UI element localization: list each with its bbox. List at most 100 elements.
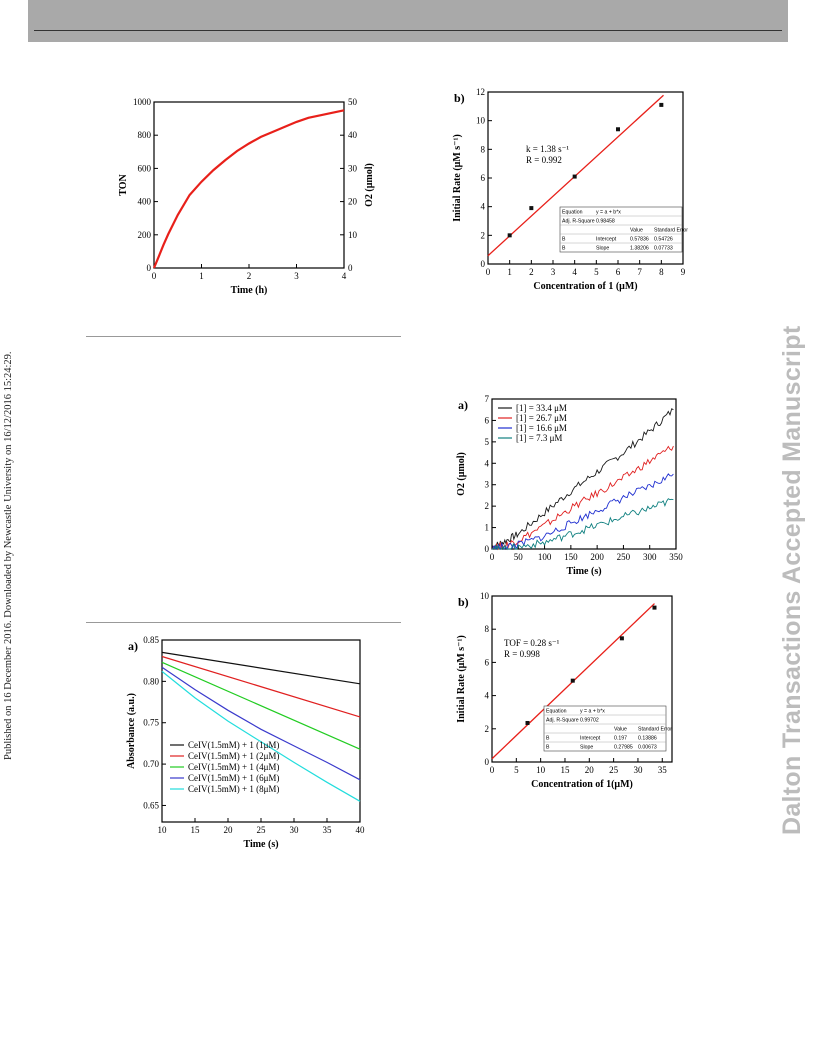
rate2-data-point (619, 636, 624, 641)
o2-legend-label: [1] = 33.4 μM (516, 403, 567, 413)
rate1-fit-table-cell: 0.57836 (630, 236, 649, 242)
ton-ylabel: TON (118, 173, 129, 195)
o2-plot-area: 0 50 100 150 200 250 300 350 0 1 2 3 4 5 6 7 Time (s) O2 … (456, 394, 683, 577)
divider-left-1 (86, 336, 401, 337)
o2-ytick-label: 7 (485, 394, 490, 404)
rate1-fit-table-cell: Value (630, 227, 643, 233)
watermark-text: Dalton Transactions Accepted Manuscript (778, 325, 806, 836)
rate1-panel-label: b) (454, 91, 465, 105)
ton-ytick-label: 800 (138, 130, 152, 140)
rate1-fit-table-cell: Adj. R-Square (562, 218, 595, 224)
o2-xtick-label: 350 (669, 552, 683, 562)
abs-legend-label: CeIV(1.5mM) + 1 (2μM) (188, 751, 279, 761)
rate1-fit-table-cell: 0.98458 (596, 218, 615, 224)
rate2-xtick-label: 30 (633, 765, 643, 775)
rate1-xtick-label: 9 (681, 267, 686, 277)
abs-xtick-label: 20 (224, 825, 234, 835)
abs-xlabel: Time (s) (243, 839, 278, 850)
ton-ytick-label: 1000 (133, 97, 152, 107)
rate2-xtick-label: 0 (490, 765, 495, 775)
o2-ytick-label: 2 (485, 501, 490, 511)
abs-legend-label: CeIV(1.5mM) + 1 (4μM) (188, 762, 279, 772)
o2-ytick-label: 1 (485, 523, 490, 533)
divider-left-2 (86, 622, 401, 623)
abs-ytick-label: 0.75 (143, 718, 159, 728)
abs-series-line (161, 670, 361, 802)
rate1-xtick-label: 6 (616, 267, 621, 277)
ton-plot-frame (153, 101, 345, 269)
rate1-xtick-label: 7 (637, 267, 642, 277)
rate2-ytick-label: 4 (485, 691, 490, 701)
rate2-data-point (570, 678, 575, 683)
rate1-ylabel: Initial Rate (μM s⁻¹) (452, 134, 463, 222)
rate2-ytick-label: 6 (485, 657, 490, 667)
header-rule (34, 30, 782, 31)
abs-ytick-label: 0.85 (143, 635, 159, 645)
rate2-plot-area: 0 5 10 15 20 25 30 35 0 2 4 6 8 10 Concentration of 1(… (456, 591, 673, 790)
abs-ytick-label: 0.65 (143, 800, 159, 810)
ton-y2tick-label: 30 (348, 163, 358, 173)
rate2-fit-table-cell: Intercept (580, 735, 601, 741)
rate2-data-point (652, 605, 657, 610)
o2-ytick-label: 0 (485, 544, 490, 554)
abs-ylabel: Absorbance (a.u.) (126, 693, 137, 769)
rate1-fit-table-cell: Intercept (596, 236, 617, 242)
rate2-data-point (525, 720, 530, 725)
abs-series-line (161, 661, 361, 750)
abs-legend-label: CeIV(1.5mM) + 1 (8μM) (188, 784, 279, 794)
abs-series-line (161, 651, 361, 685)
rate2-ytick-label: 10 (480, 591, 490, 601)
abs-legend-label: CeIV(1.5mM) + 1 (6μM) (188, 773, 279, 783)
abs-series-line (161, 666, 361, 781)
rate1-data-point (659, 102, 664, 107)
o2-xtick-label: 250 (617, 552, 631, 562)
rate1-fit-table-cell: 0.07733 (654, 245, 673, 251)
abs-xtick-label: 40 (356, 825, 366, 835)
ton-y2tick-label: 20 (348, 197, 358, 207)
o2-xtick-label: 300 (643, 552, 657, 562)
rate2-xtick-label: 25 (609, 765, 619, 775)
rate1-fit-table-cell: Slope (596, 245, 609, 251)
rate2-fit-table-cell: Standard Error (638, 726, 672, 732)
o2-series-line (491, 408, 674, 551)
ton-ytick-label: 400 (138, 197, 152, 207)
rate1-fit-table-cell: 0.54726 (654, 236, 673, 242)
ton-xtick-label: 0 (152, 271, 157, 281)
rate1-annotation-k: k = 1.38 s⁻¹ (526, 144, 569, 154)
ton-xtick-label: 2 (247, 271, 252, 281)
ton-y2tick-label: 0 (348, 263, 353, 273)
abs-xtick-label: 25 (257, 825, 267, 835)
rate1-ytick-label: 10 (476, 116, 486, 126)
abs-plot-area: 10 15 20 25 30 35 40 0.65 0.70 0.75 0.80 0.85 Time (… (126, 635, 365, 850)
ton-xtick-label: 1 (199, 271, 204, 281)
rate1-fit-table-cell: y = a + b*x (596, 209, 621, 215)
rate1-ytick-label: 6 (481, 173, 486, 183)
rate1-xtick-label: 1 (507, 267, 512, 277)
figure-rate2: 0 5 10 15 20 25 30 35 0 2 4 6 8 10 Concentration of 1(… (456, 591, 673, 790)
rate1-fit-table-cell: Standard Error (654, 227, 688, 233)
rate2-xtick-label: 15 (560, 765, 570, 775)
o2-ytick-label: 4 (485, 458, 490, 468)
rate1-data-point (616, 127, 620, 132)
margin-note-text: Published on 16 December 2016. Downloade… (3, 351, 14, 760)
o2-series-line (492, 498, 674, 551)
rate1-fit-table-frame (559, 206, 683, 253)
rate2-fit-table-cell: Slope (580, 744, 593, 750)
rate2-plot-frame (491, 595, 673, 763)
ton-xtick-label: 4 (342, 271, 347, 281)
o2-legend-label: [1] = 16.6 μM (516, 423, 567, 433)
rate2-xtick-label: 35 (658, 765, 668, 775)
rate2-xtick-label: 10 (536, 765, 546, 775)
o2-panel-label: a) (458, 398, 468, 412)
o2-xtick-label: 50 (514, 552, 524, 562)
ton-ytick-label: 600 (138, 163, 152, 173)
rate1-fit-table-cell: B (562, 236, 566, 242)
ton-y2label: O2 (μmol) (364, 163, 375, 207)
rate2-xlabel: Concentration of 1(μM) (531, 779, 633, 790)
abs-legend-label: CeIV(1.5mM) + 1 (1μM) (188, 740, 279, 750)
rate2-xtick-label: 20 (585, 765, 595, 775)
